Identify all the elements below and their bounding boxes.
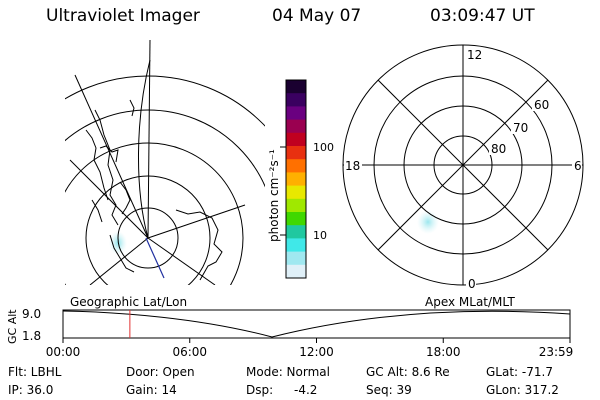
colorbar-label: photon cm⁻²s⁻¹ bbox=[267, 149, 281, 242]
colorbar-cell bbox=[286, 198, 306, 213]
colorbar-tick-100: 100 bbox=[313, 141, 334, 154]
instrument-title: Ultraviolet Imager bbox=[46, 6, 200, 26]
colorbar-cell bbox=[286, 251, 306, 266]
colorbar-cell bbox=[286, 146, 306, 160]
mlat-label-70: 70 bbox=[513, 121, 528, 135]
x-tick-label: 18:00 bbox=[426, 345, 461, 359]
mlat-label-60: 60 bbox=[534, 98, 549, 112]
colorbar-cell bbox=[286, 106, 306, 121]
mlt-label-0: 0 bbox=[468, 277, 476, 291]
timeline-right-caption: Apex MLat/MLT bbox=[425, 295, 515, 309]
polar-plot bbox=[342, 44, 584, 286]
gc-alt-readout: GC Alt: 8.6 Re bbox=[366, 365, 450, 379]
mlt-label-18: 18 bbox=[345, 159, 360, 173]
x-tick-label: 00:00 bbox=[46, 345, 81, 359]
colorbar-cell bbox=[286, 172, 306, 187]
y-tick-1-8: 1.8 bbox=[22, 329, 41, 343]
dsp-value: -4.2 bbox=[294, 383, 318, 397]
dsp-label: Dsp: bbox=[246, 383, 274, 397]
x-tick-label: 06:00 bbox=[172, 345, 207, 359]
colorbar-cell bbox=[286, 119, 306, 134]
observation-date: 04 May 07 bbox=[272, 6, 362, 26]
mlat-label-80: 80 bbox=[491, 142, 506, 156]
ip-readout: IP: 36.0 bbox=[8, 383, 54, 397]
mode-readout: Mode: Normal bbox=[246, 365, 330, 379]
colorbar-cell bbox=[286, 225, 306, 239]
colorbar-cell bbox=[286, 159, 306, 173]
colorbar-cell bbox=[286, 264, 306, 279]
x-tick-label: 12:00 bbox=[299, 345, 334, 359]
timeline-left-caption: Geographic Lat/Lon bbox=[70, 295, 187, 309]
colorbar-tick-10: 10 bbox=[313, 229, 327, 242]
gain-readout: Gain: 14 bbox=[126, 383, 177, 397]
y-tick-9: 9.0 bbox=[22, 307, 41, 321]
colorbar-cell bbox=[286, 93, 306, 107]
colorbar: 100 10 photon cm⁻²s⁻¹ bbox=[267, 79, 334, 279]
x-tick-label: 23:59 bbox=[539, 345, 574, 359]
mlt-label-6: 6 bbox=[574, 159, 582, 173]
seq-readout: Seq: 39 bbox=[366, 383, 412, 397]
colorbar-cell bbox=[286, 185, 306, 200]
colorbar-cell bbox=[286, 238, 306, 253]
glat-readout: GLat: -71.7 bbox=[486, 365, 553, 379]
aurora-blob-polar bbox=[417, 210, 439, 234]
observation-time: 03:09:47 UT bbox=[430, 6, 535, 26]
colorbar-cell bbox=[286, 132, 306, 147]
mlt-label-12: 12 bbox=[467, 48, 482, 62]
altitude-curve bbox=[62, 310, 571, 338]
glon-readout: GLon: 317.2 bbox=[486, 383, 559, 397]
colorbar-cell bbox=[286, 212, 306, 226]
geographic-map bbox=[65, 40, 265, 285]
door-readout: Door: Open bbox=[126, 365, 195, 379]
altitude-timeline: Geographic Lat/Lon Apex MLat/MLT 9.0 1.8… bbox=[6, 295, 573, 359]
satellite-track bbox=[145, 237, 165, 279]
filter-readout: Flt: LBHL bbox=[8, 365, 62, 379]
colorbar-cell bbox=[286, 80, 306, 94]
y-axis-label: GC Alt bbox=[6, 309, 19, 344]
